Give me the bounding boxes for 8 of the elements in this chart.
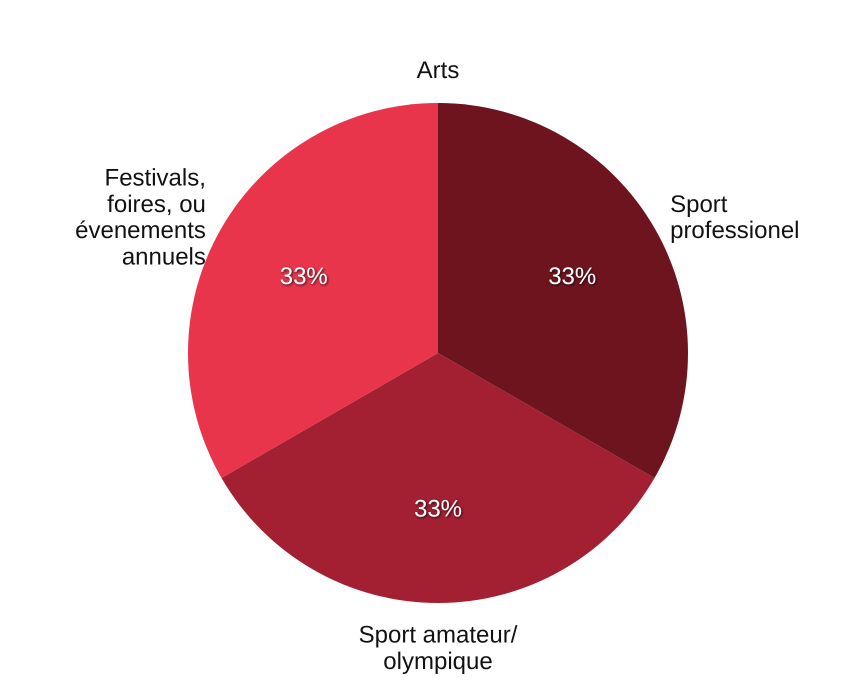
- category-label: Arts: [416, 56, 460, 84]
- slice-label: Festivals, foires, ou évenements annuels: [75, 164, 206, 271]
- data-label: 33%: [280, 262, 328, 290]
- pie-slice: [221, 353, 655, 603]
- slice-label: Sport professionel: [670, 190, 800, 244]
- slice-label: Sport amateur/ olympique: [358, 622, 518, 675]
- data-label: 33%: [414, 495, 462, 522]
- data-label: 33%: [548, 262, 596, 290]
